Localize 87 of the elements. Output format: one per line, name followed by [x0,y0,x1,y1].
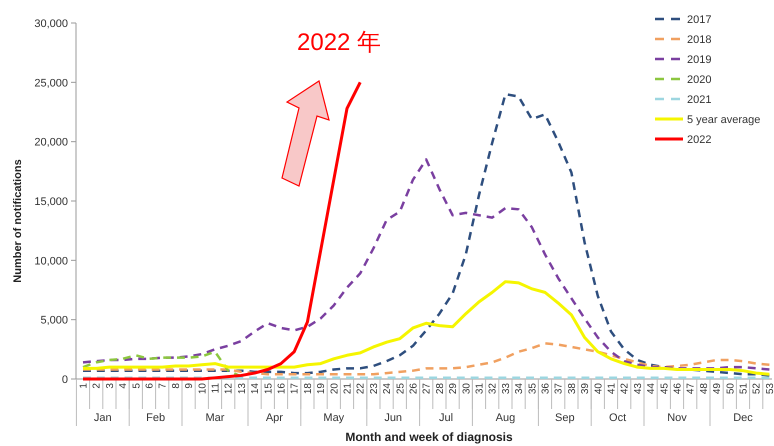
x-tick-label: 42 [620,382,631,394]
x-tick-label: 48 [698,382,710,394]
x-tick-label: 45 [659,382,670,394]
legend-label: 2018 [687,34,712,46]
legend-label: 2019 [687,54,712,66]
x-tick-label: 29 [448,382,460,394]
text: Jul [438,412,454,424]
line-series [82,158,771,371]
x-tick-label: 46 [672,382,684,394]
x-tick-label: 24 [382,382,394,394]
text: Aug [496,412,516,424]
x-tick-label: 15 [263,382,274,394]
text: Oct [609,412,626,424]
legend-label: 2020 [687,74,712,86]
line-series [82,342,771,376]
x-tick-label: 3 [104,382,116,389]
legend-label: 2021 [687,94,712,106]
line-series [82,80,362,380]
y-axis-title: Number of notifications [12,159,24,283]
text: Nov [667,412,688,424]
x-tick-label: 34 [514,382,526,394]
y-tick-label: 5,000 [40,314,68,327]
text: Jun [384,412,402,424]
y-tick-label: 10,000 [34,255,68,268]
x-tick-label: 32 [488,382,499,394]
x-tick-label: 19 [316,382,328,394]
line-series [82,280,771,376]
line-series [82,92,771,377]
legend-label: 5 year average [687,114,760,126]
annotation: 2022 年 [297,29,382,56]
x-tick-label: 7 [158,382,169,389]
x-tick-label: 49 [712,382,724,394]
text: Sep [555,412,575,424]
x-tick-label: 17 [290,382,301,394]
x-tick-label: 5 [131,382,142,389]
text: Dec [733,412,754,424]
x-tick-label: 12 [224,382,235,394]
x-tick-label: 53 [764,382,774,394]
text: Mar [206,412,225,424]
x-tick-label: 31 [474,382,486,394]
x-tick-label: 13 [236,382,248,394]
x-tick-label: 8 [170,382,182,389]
x-tick-label: 41 [606,382,618,394]
x-tick-label: 23 [368,382,380,394]
text: Jan [94,412,112,424]
x-tick-label: 33 [500,382,512,394]
x-tick-label: 22 [356,382,367,394]
x-tick-label: 18 [302,382,314,394]
text: May [323,412,345,424]
x-tick-label: 27 [422,382,433,394]
x-tick-label: 43 [632,382,644,394]
x-tick-label: 9 [184,382,196,389]
x-tick-label: 21 [342,382,354,394]
x-tick-label: 44 [646,382,658,394]
x-tick-label: 25 [395,382,406,394]
x-tick-label: 51 [738,382,750,394]
y-tick-label: 30,000 [34,18,68,30]
legend-label: 2017 [687,14,712,26]
x-tick-label: 30 [461,382,472,394]
text: Apr [266,412,284,424]
x-tick-label: 1 [78,382,90,389]
y-tick-label: 20,000 [34,136,68,149]
x-axis-title: Month and week of diagnosis [345,430,513,444]
x-tick-label: 52 [752,382,763,394]
x-tick-label: 36 [540,382,552,394]
x-tick-label: 20 [329,382,340,394]
x-tick-label: 4 [118,382,130,389]
x-tick-label: 40 [593,382,604,394]
x-tick-label: 47 [686,382,697,394]
x-tick-label: 39 [580,382,592,394]
x-tick-label: 37 [554,382,565,394]
x-tick-label: 28 [434,382,446,394]
x-tick-label: 50 [725,382,736,394]
text: Feb [146,412,166,424]
x-tick-label: 2 [92,382,103,389]
y-tick-label: 0 [62,374,68,386]
x-tick-label: 11 [210,382,222,394]
y-tick-label: 25,000 [34,77,68,90]
x-tick-label: 16 [276,382,288,394]
legend-label: 2022 [687,134,712,146]
y-tick-label: 15,000 [34,196,68,208]
x-tick-label: 10 [197,382,208,394]
x-tick-label: 14 [250,382,262,394]
x-tick-label: 6 [144,382,156,389]
x-tick-label: 26 [408,382,420,394]
x-tick-label: 38 [566,382,578,394]
x-tick-label: 35 [527,382,538,394]
